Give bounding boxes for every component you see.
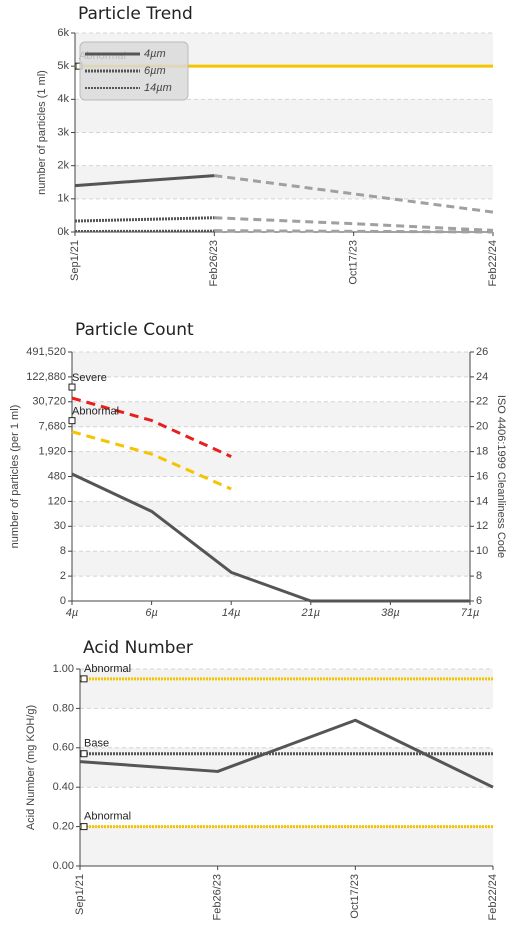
y-axis-label: Acid Number (mg KOH/g): [25, 705, 37, 830]
series-label: Severe: [72, 372, 107, 384]
y-tick-label: 120: [48, 495, 66, 507]
y-tick-label: 2: [60, 570, 66, 582]
y2-tick-label: 6: [476, 595, 482, 607]
chart: Particle Trend 0k 1k 2k 3k 4k 5k 6k number of pa…: [36, 4, 499, 286]
chart: Acid Number 0.00 0.20 0.40 0.60 0.80 1.00 Acid …: [25, 638, 499, 920]
band: [72, 452, 470, 477]
y-tick-label: 1.00: [53, 663, 74, 675]
band: [80, 669, 493, 708]
x-tick-label: Feb22/24: [487, 874, 499, 920]
y-tick-label: 3k: [57, 126, 69, 138]
y2-tick-label: 12: [476, 520, 488, 532]
band: [72, 501, 470, 526]
y-tick-label: 30: [54, 520, 66, 532]
series-line: [72, 474, 470, 601]
y-tick-label: 0k: [57, 226, 69, 238]
y-axis-label: number of particles (per 1 ml): [9, 405, 21, 549]
y-tick-label: 0.60: [53, 742, 74, 754]
y-axis-label: number of particles (1 ml): [36, 70, 48, 195]
y-tick-label: 2k: [57, 160, 69, 172]
series-label: Abnormal: [72, 406, 119, 418]
x-tick-label: Oct17/23: [349, 874, 361, 919]
legend-label: 14µm: [144, 82, 172, 94]
y2-tick-label: 8: [476, 570, 482, 582]
band: [72, 352, 470, 377]
x-tick-label: 6µ: [145, 607, 157, 619]
y2-tick-label: 14: [476, 495, 488, 507]
x-tick-label: Feb26/23: [208, 240, 220, 286]
x-tick-label: Feb22/24: [487, 240, 499, 286]
threshold-marker: [81, 676, 87, 682]
chart: Particle Count 0 2 8 30 120 480 1,920 7,680 30,72…: [9, 320, 506, 619]
y-tick-label: 8: [60, 545, 66, 557]
band: [80, 827, 493, 866]
x-tick-label: 14µ: [222, 607, 241, 619]
y2-tick-label: 20: [476, 421, 488, 433]
band: [72, 551, 470, 576]
y-tick-label: 0: [60, 595, 66, 607]
y2-tick-label: 26: [476, 346, 488, 358]
threshold-marker: [81, 751, 87, 757]
y2-axis-label: ISO 4406:1999 Cleanliness Code: [495, 395, 506, 558]
series-marker: [69, 384, 75, 390]
legend-label: 4µm: [144, 48, 166, 60]
y-tick-label: 491,520: [26, 346, 66, 358]
y2-tick-label: 24: [476, 371, 488, 383]
y2-tick-label: 18: [476, 446, 488, 458]
threshold-label: Abnormal: [84, 663, 131, 675]
y2-tick-label: 10: [476, 545, 488, 557]
y-tick-label: 480: [48, 470, 66, 482]
y-tick-label: 122,880: [26, 371, 66, 383]
x-tick-label: Oct17/23: [348, 240, 360, 285]
threshold-label: Base: [84, 738, 109, 750]
y-tick-label: 1,920: [38, 446, 66, 458]
legend-label: 6µm: [144, 65, 166, 77]
x-tick-label: 71µ: [461, 607, 480, 619]
threshold-label: Abnormal: [84, 811, 131, 823]
x-tick-label: 38µ: [381, 607, 400, 619]
y-tick-label: 1k: [57, 193, 69, 205]
y-tick-label: 30,720: [32, 396, 66, 408]
x-tick-label: Sep1/21: [74, 874, 86, 915]
threshold-marker: [81, 824, 87, 830]
chart-title: Acid Number: [83, 638, 193, 658]
x-tick-label: 21µ: [301, 607, 321, 619]
y-tick-label: 4k: [57, 93, 69, 105]
band: [75, 99, 493, 132]
x-tick-label: Feb26/23: [212, 874, 224, 920]
y-tick-label: 0.80: [53, 702, 74, 714]
y-tick-label: 0.40: [53, 781, 74, 793]
y2-tick-label: 22: [476, 396, 488, 408]
chart-title: Particle Trend: [78, 4, 193, 24]
projection-line: [214, 218, 493, 231]
chart-title: Particle Count: [75, 320, 194, 340]
y2-tick-label: 16: [476, 470, 488, 482]
y-tick-label: 7,680: [38, 421, 66, 433]
y-tick-label: 0.00: [53, 860, 74, 872]
y-tick-label: 0.20: [53, 821, 74, 833]
y-tick-label: 6k: [57, 27, 69, 39]
series-marker: [69, 418, 75, 424]
x-tick-label: Sep1/21: [69, 240, 81, 281]
y-tick-label: 5k: [57, 60, 69, 72]
x-tick-label: 4µ: [66, 607, 78, 619]
series-line: [75, 218, 214, 221]
